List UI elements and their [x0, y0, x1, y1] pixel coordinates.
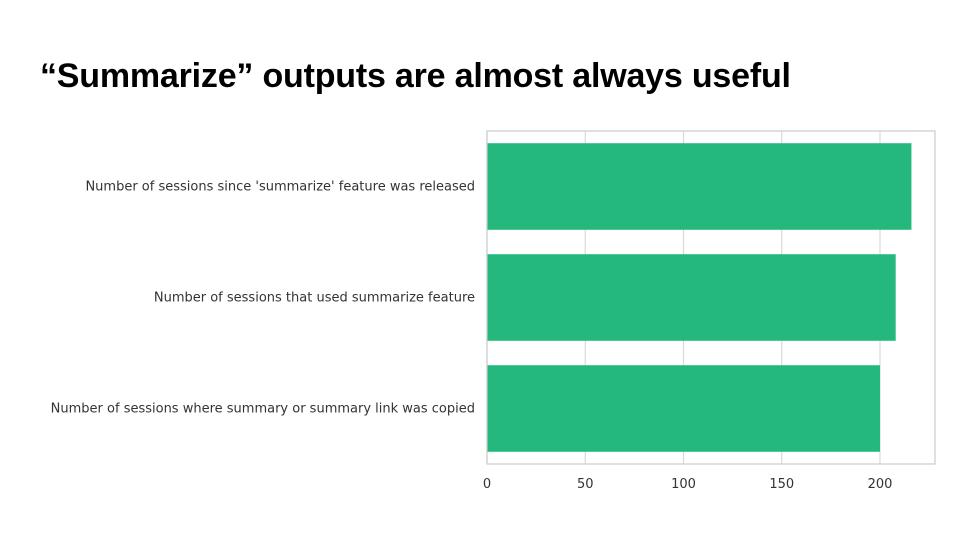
bar — [487, 254, 896, 341]
slide-title: “Summarize” outputs are almost always us… — [40, 57, 791, 95]
chart-category-labels: Number of sessions since 'summarize' fea… — [51, 180, 475, 417]
category-label: Number of sessions since 'summarize' fea… — [85, 180, 475, 195]
category-label: Number of sessions that used summarize f… — [154, 291, 475, 306]
chart-bars — [487, 143, 912, 452]
x-tick-label: 150 — [769, 477, 794, 492]
x-tick-label: 50 — [577, 477, 594, 492]
bar — [487, 365, 880, 452]
category-label: Number of sessions where summary or summ… — [51, 402, 475, 417]
x-tick-label: 200 — [868, 477, 893, 492]
x-tick-label: 100 — [671, 477, 696, 492]
plot-frame — [486, 130, 936, 465]
chart-x-tick-labels: 0 50 100 150 200 — [483, 477, 893, 492]
x-tick-label: 0 — [483, 477, 491, 492]
bar — [487, 143, 912, 230]
